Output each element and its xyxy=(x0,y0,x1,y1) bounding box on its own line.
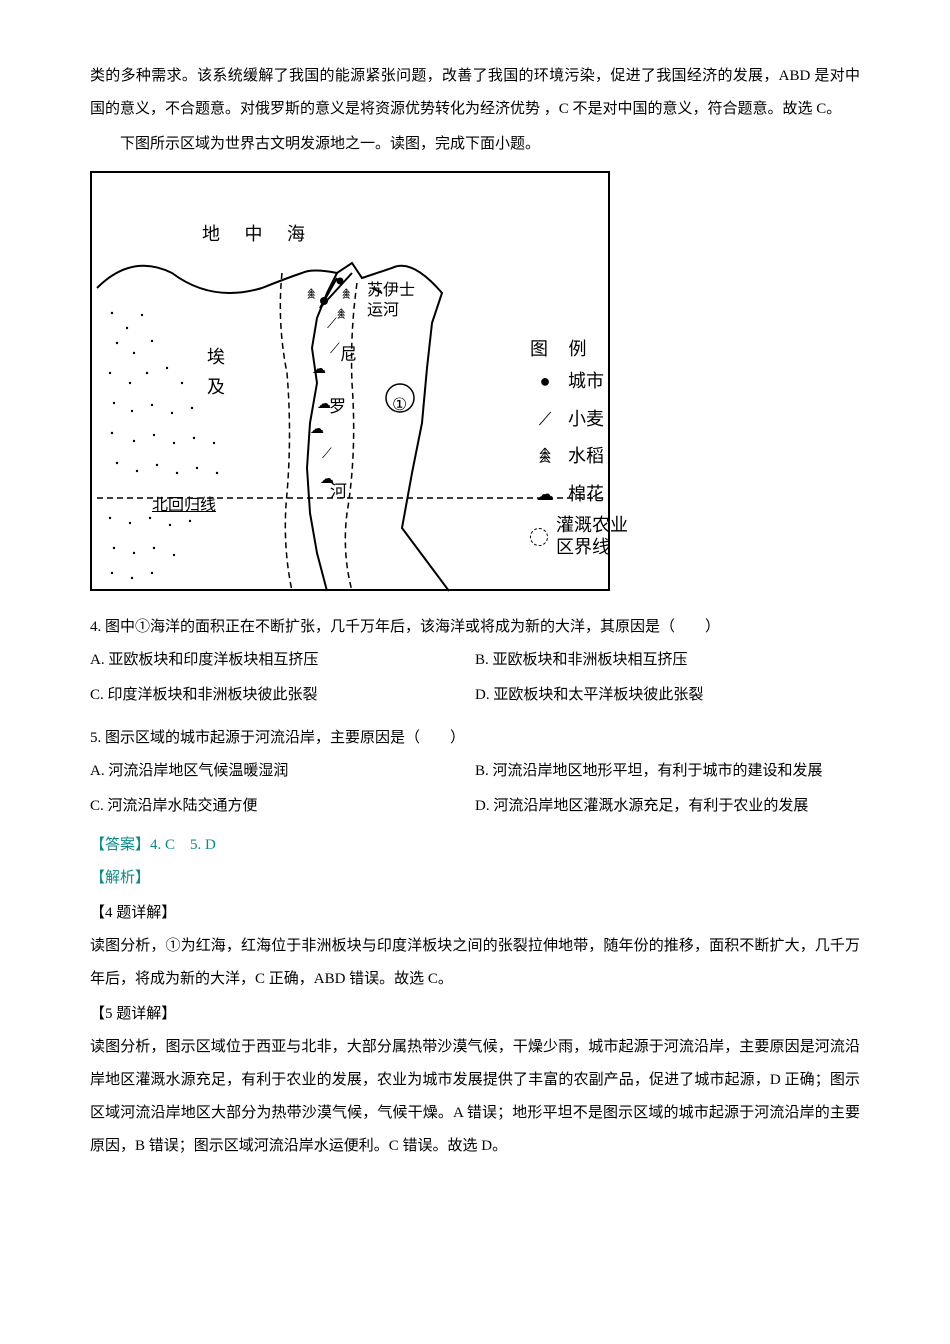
label-circle: ① xyxy=(392,386,407,423)
legend-cotton: ☁ 棉花 xyxy=(530,478,628,510)
q5-option-a: A. 河流沿岸地区气候温暖湿润 xyxy=(90,755,475,788)
svg-text:𖠰: 𖠰 xyxy=(337,307,345,321)
q4-option-d: D. 亚欧板块和太平洋板块彼此张裂 xyxy=(475,679,860,712)
label-nile2: 罗 xyxy=(329,388,346,425)
rice-icon: 𖠰 xyxy=(530,440,560,472)
legend-rice-label: 水稻 xyxy=(568,440,604,472)
legend-city: ● 城市 xyxy=(530,365,628,397)
wheat-icon: ⟋ xyxy=(530,403,560,435)
irrigation-icon xyxy=(530,528,548,546)
label-canal: 运河 xyxy=(367,293,399,328)
legend-cotton-label: 棉花 xyxy=(568,478,604,510)
label-mediterranean: 地 中 海 xyxy=(202,215,315,255)
svg-text:☁: ☁ xyxy=(310,422,324,437)
q5-option-c: C. 河流沿岸水陆交通方便 xyxy=(90,790,475,823)
legend-rice: 𖠰 水稻 xyxy=(530,440,628,472)
q5-option-d: D. 河流沿岸地区灌溉水源充足，有利于农业的发展 xyxy=(475,790,860,823)
desert-dots xyxy=(109,312,218,579)
legend-irrigation-label1: 灌溉农业 xyxy=(556,515,628,535)
svg-text:⟋: ⟋ xyxy=(322,447,332,462)
q5-options: A. 河流沿岸地区气候温暖湿润 B. 河流沿岸地区地形平坦，有利于城市的建设和发… xyxy=(90,755,860,825)
cotton-icon: ☁ xyxy=(530,478,560,510)
legend-box: 图 例 ● 城市 ⟋ 小麦 𖠰 水稻 ☁ 棉花 灌溉农业 区界线 xyxy=(530,333,628,563)
legend-irrigation: 灌溉农业 区界线 xyxy=(530,515,628,558)
label-tropic: 北回归线 xyxy=(152,488,216,523)
analysis-label: 【解析】 xyxy=(90,862,860,895)
q4-options: A. 亚欧板块和印度洋板块相互挤压 B. 亚欧板块和非洲板块相互挤压 C. 印度… xyxy=(90,644,860,714)
svg-text:⟋: ⟋ xyxy=(327,317,337,332)
city-icon: ● xyxy=(530,365,560,397)
label-nile3: 河 xyxy=(330,473,347,510)
q4-stem: 4. 图中①海洋的面积正在不断扩张，几千万年后，该海洋或将成为新的大洋，其原因是… xyxy=(90,611,860,644)
q4-option-a: A. 亚欧板块和印度洋板块相互挤压 xyxy=(90,644,475,677)
map-intro: 下图所示区域为世界古文明发源地之一。读图，完成下面小题。 xyxy=(90,128,860,161)
map-box: ⟋ ⟋ ⟋ 𖠰 𖠰 𖠰 ☁ ☁ ☁ ☁ 地 中 海 苏伊士 运河 埃 及 尼 罗… xyxy=(90,171,610,591)
legend-wheat: ⟋ 小麦 xyxy=(530,403,628,435)
map-container: ⟋ ⟋ ⟋ 𖠰 𖠰 𖠰 ☁ ☁ ☁ ☁ 地 中 海 苏伊士 运河 埃 及 尼 罗… xyxy=(90,171,860,591)
q5-option-b: B. 河流沿岸地区地形平坦，有利于城市的建设和发展 xyxy=(475,755,860,788)
detail5-text: 读图分析，图示区域位于西亚与北非，大部分属热带沙漠气候，干燥少雨，城市起源于河流… xyxy=(90,1031,860,1163)
legend-wheat-label: 小麦 xyxy=(568,403,604,435)
legend-irrigation-label2: 区界线 xyxy=(556,537,610,557)
q4-option-c: C. 印度洋板块和非洲板块彼此张裂 xyxy=(90,679,475,712)
q5-stem: 5. 图示区域的城市起源于河流沿岸，主要原因是（ ） xyxy=(90,722,860,755)
label-egypt2: 及 xyxy=(207,368,225,408)
legend-title: 图 例 xyxy=(530,333,628,365)
svg-text:☁: ☁ xyxy=(312,362,326,377)
intro-paragraph: 类的多种需求。该系统缓解了我国的能源紧张问题，改善了我国的环境污染，促进了我国经… xyxy=(90,60,860,126)
label-nile1: 尼 xyxy=(340,336,357,373)
detail4-text: 读图分析，①为红海，红海位于非洲板块与印度洋板块之间的张裂拉伸地带，随年份的推移… xyxy=(90,930,860,996)
svg-text:𖠰: 𖠰 xyxy=(307,287,315,301)
legend-city-label: 城市 xyxy=(568,365,604,397)
detail4-header: 【4 题详解】 xyxy=(90,897,860,930)
detail5-header: 【5 题详解】 xyxy=(90,998,860,1031)
q4-option-b: B. 亚欧板块和非洲板块相互挤压 xyxy=(475,644,860,677)
svg-text:⟋: ⟋ xyxy=(330,342,340,357)
answer-text: 【答案】4. C 5. D xyxy=(90,829,860,862)
svg-text:𖠰: 𖠰 xyxy=(342,287,350,301)
